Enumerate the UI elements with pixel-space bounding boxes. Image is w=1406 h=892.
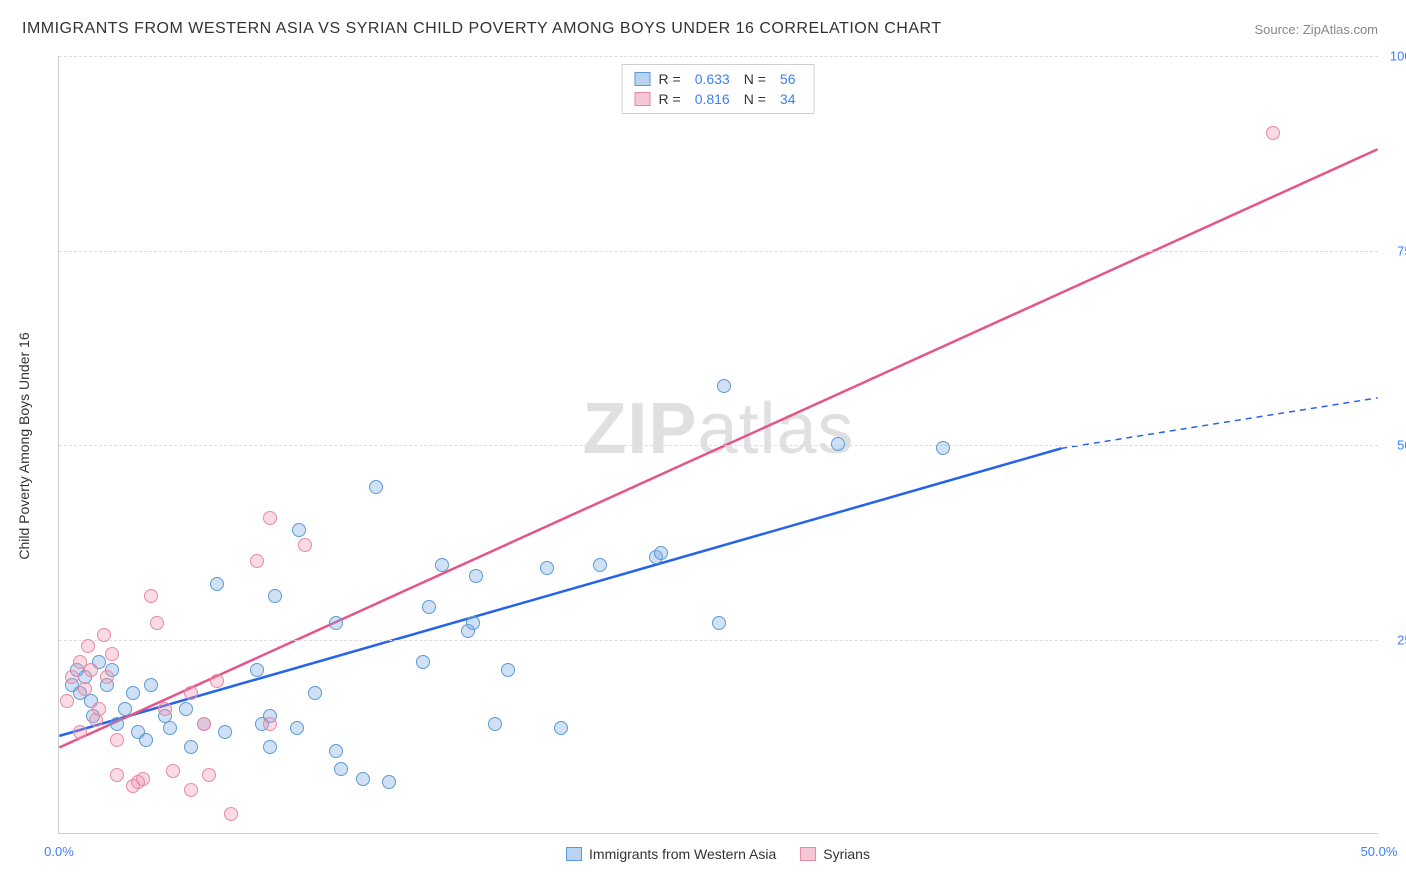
- scatter-point: [158, 702, 172, 716]
- scatter-point: [654, 546, 668, 560]
- chart-plot-area: ZIPatlas 25.0%50.0%75.0%100.0%0.0%50.0% …: [58, 56, 1378, 834]
- scatter-point: [163, 721, 177, 735]
- scatter-point: [110, 733, 124, 747]
- scatter-point: [292, 523, 306, 537]
- legend-series-item: Syrians: [800, 846, 870, 862]
- legend-r-value: 0.633: [695, 71, 730, 87]
- scatter-point: [78, 682, 92, 696]
- scatter-point: [150, 616, 164, 630]
- scatter-point: [179, 702, 193, 716]
- scatter-point: [290, 721, 304, 735]
- scatter-point: [100, 670, 114, 684]
- legend-swatch: [800, 847, 816, 861]
- legend-n-label: N =: [744, 91, 766, 107]
- scatter-point: [224, 807, 238, 821]
- scatter-point: [263, 511, 277, 525]
- y-axis-label: Child Poverty Among Boys Under 16: [16, 332, 32, 559]
- legend-n-label: N =: [744, 71, 766, 87]
- scatter-point: [308, 686, 322, 700]
- scatter-point: [126, 686, 140, 700]
- series-legend: Immigrants from Western Asia Syrians: [566, 846, 870, 862]
- scatter-point: [263, 717, 277, 731]
- scatter-point: [329, 616, 343, 630]
- y-tick-label: 100.0%: [1384, 49, 1406, 64]
- scatter-point: [97, 628, 111, 642]
- scatter-point: [250, 554, 264, 568]
- scatter-point: [73, 725, 87, 739]
- scatter-point: [488, 717, 502, 731]
- scatter-point: [166, 764, 180, 778]
- scatter-point: [469, 569, 483, 583]
- legend-row: R = 0.633 N = 56: [635, 69, 802, 89]
- scatter-point: [717, 379, 731, 393]
- y-tick-label: 75.0%: [1384, 243, 1406, 258]
- scatter-point: [334, 762, 348, 776]
- source-attribution: Source: ZipAtlas.com: [1254, 22, 1378, 37]
- scatter-point: [84, 663, 98, 677]
- legend-r-value: 0.816: [695, 91, 730, 107]
- scatter-point: [501, 663, 515, 677]
- legend-r-label: R =: [659, 91, 681, 107]
- scatter-point: [197, 717, 211, 731]
- scatter-point: [65, 670, 79, 684]
- scatter-point: [422, 600, 436, 614]
- legend-series-label: Syrians: [823, 846, 870, 862]
- scatter-point: [110, 768, 124, 782]
- scatter-point: [936, 441, 950, 455]
- scatter-point: [184, 783, 198, 797]
- scatter-point: [202, 768, 216, 782]
- scatter-point: [369, 480, 383, 494]
- scatter-point: [356, 772, 370, 786]
- scatter-point: [466, 616, 480, 630]
- scatter-point: [416, 655, 430, 669]
- scatter-point: [210, 674, 224, 688]
- scatter-point: [60, 694, 74, 708]
- legend-swatch: [635, 72, 651, 86]
- legend-swatch: [635, 92, 651, 106]
- gridline: [59, 56, 1378, 57]
- scatter-point: [540, 561, 554, 575]
- scatter-point: [554, 721, 568, 735]
- scatter-point: [139, 733, 153, 747]
- scatter-point: [184, 740, 198, 754]
- scatter-point: [184, 686, 198, 700]
- y-tick-label: 50.0%: [1384, 438, 1406, 453]
- legend-swatch: [566, 847, 582, 861]
- correlation-legend: R = 0.633 N = 56 R = 0.816 N = 34: [622, 64, 815, 114]
- scatter-point: [268, 589, 282, 603]
- legend-series-label: Immigrants from Western Asia: [589, 846, 776, 862]
- chart-title: IMMIGRANTS FROM WESTERN ASIA VS SYRIAN C…: [22, 20, 942, 38]
- legend-r-label: R =: [659, 71, 681, 87]
- gridline: [59, 640, 1378, 641]
- scatter-point: [298, 538, 312, 552]
- scatter-point: [81, 639, 95, 653]
- scatter-point: [250, 663, 264, 677]
- scatter-point: [712, 616, 726, 630]
- legend-n-value: 56: [780, 71, 796, 87]
- scatter-point: [105, 647, 119, 661]
- scatter-point: [210, 577, 224, 591]
- legend-series-item: Immigrants from Western Asia: [566, 846, 776, 862]
- scatter-point: [263, 740, 277, 754]
- scatter-point: [382, 775, 396, 789]
- scatter-point: [136, 772, 150, 786]
- scatter-point: [218, 725, 232, 739]
- legend-n-value: 34: [780, 91, 796, 107]
- gridline: [59, 251, 1378, 252]
- scatter-point: [118, 702, 132, 716]
- scatter-point: [593, 558, 607, 572]
- scatter-point: [435, 558, 449, 572]
- y-tick-label: 25.0%: [1384, 632, 1406, 647]
- x-tick-label: 0.0%: [44, 844, 74, 859]
- x-tick-label: 50.0%: [1361, 844, 1398, 859]
- scatter-point: [110, 717, 124, 731]
- scatter-point: [144, 678, 158, 692]
- scatter-point: [329, 744, 343, 758]
- scatter-point: [1266, 126, 1280, 140]
- scatter-point: [144, 589, 158, 603]
- gridline: [59, 445, 1378, 446]
- scatter-point: [89, 713, 103, 727]
- scatter-point: [831, 437, 845, 451]
- legend-row: R = 0.816 N = 34: [635, 89, 802, 109]
